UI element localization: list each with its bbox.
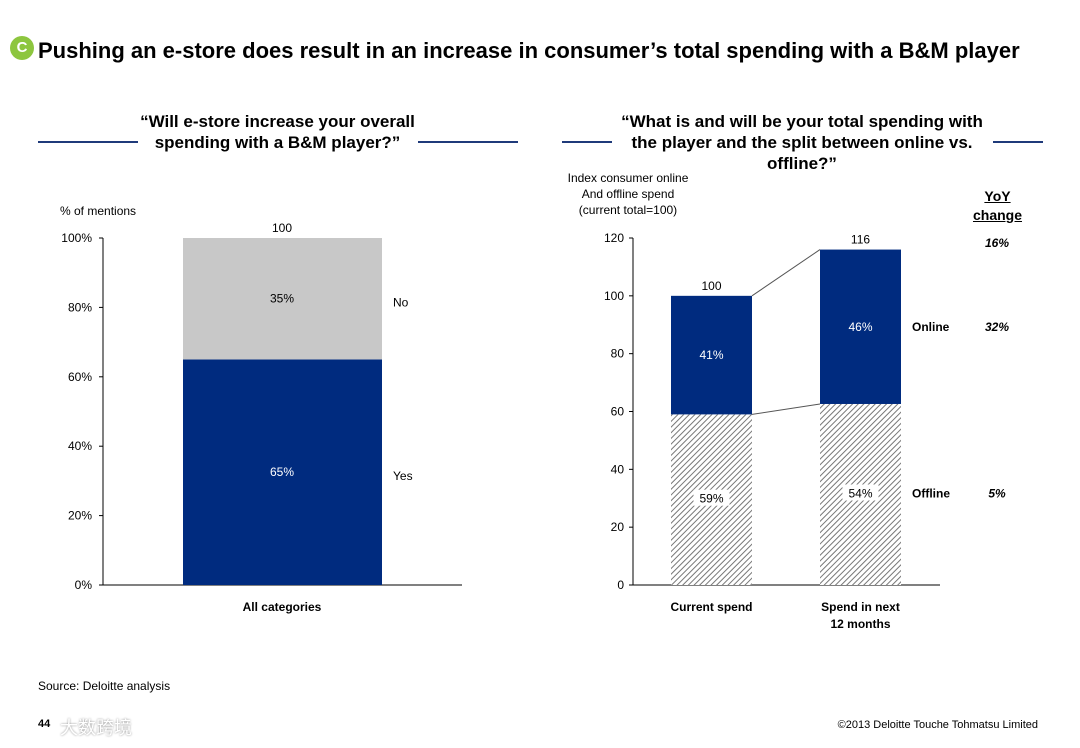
- y-tick-label: 80%: [68, 300, 92, 314]
- slide-title: Pushing an e-store does result in an inc…: [38, 38, 1020, 63]
- connector-line: [751, 403, 821, 415]
- y-tick-label: 120: [604, 231, 624, 245]
- data-label-online: 41%: [699, 348, 723, 362]
- right-chart-title: “What is and will be your total spending…: [621, 112, 983, 173]
- x-category-label: 12 months: [830, 617, 890, 631]
- y-tick-label: 0: [617, 578, 624, 592]
- data-label-yes: 65%: [270, 465, 294, 479]
- data-label-online: 46%: [848, 320, 872, 334]
- data-label-offline: 54%: [848, 486, 872, 500]
- x-category-label: All categories: [243, 600, 322, 614]
- divider: [993, 141, 1043, 143]
- y-tick-label: 60: [611, 405, 625, 419]
- total-label: 100: [701, 279, 721, 293]
- yoy-offline: 5%: [988, 486, 1006, 500]
- source-note: Source: Deloitte analysis: [38, 679, 171, 693]
- y-tick-label: 20: [611, 520, 625, 534]
- y-tick-label: 0%: [75, 578, 93, 592]
- y-tick-label: 60%: [68, 370, 92, 384]
- data-label-no: 35%: [270, 292, 294, 306]
- legend-yes: Yes: [393, 469, 413, 483]
- y-tick-label: 20%: [68, 509, 92, 523]
- legend-online: Online: [912, 320, 950, 334]
- total-label: 100: [272, 221, 292, 235]
- yoy-total: 16%: [985, 236, 1009, 250]
- yoy-header: YoY change: [960, 187, 1035, 225]
- y-label-line: And offline spend: [581, 187, 675, 201]
- y-tick-label: 80: [611, 347, 625, 361]
- y-tick-label: 100: [604, 289, 624, 303]
- x-category-label: Spend in next: [821, 600, 900, 614]
- divider: [418, 141, 518, 143]
- left-y-label: % of mentions: [60, 204, 137, 218]
- legend-no: No: [393, 296, 409, 310]
- y-label-line: (current total=100): [578, 203, 678, 217]
- yoy-header-line: change: [972, 207, 1022, 223]
- data-label-bg: [842, 484, 879, 501]
- data-label-offline: 59%: [699, 492, 723, 506]
- left-chart-title: “Will e-store increase your overall spen…: [140, 112, 415, 152]
- total-label: 116: [851, 233, 870, 247]
- right-y-label: Index consumer online And offline spend …: [548, 170, 708, 218]
- y-tick-label: 100%: [61, 231, 92, 245]
- watermark: 大数跨境: [60, 718, 132, 738]
- section-badge: C: [10, 36, 34, 60]
- divider: [562, 141, 612, 143]
- yoy-header-line: YoY: [984, 188, 1011, 204]
- bar-online: [820, 249, 901, 404]
- y-tick-label: 40%: [68, 439, 92, 453]
- data-label-bg: [693, 489, 730, 506]
- bar-yes: [183, 359, 382, 585]
- page-number: 44: [38, 718, 51, 730]
- x-category-label: Current spend: [670, 600, 752, 614]
- connector-line: [751, 249, 821, 297]
- copyright: ©2013 Deloitte Touche Tohmatsu Limited: [837, 719, 1038, 731]
- legend-offline: Offline: [912, 486, 950, 500]
- y-tick-label: 40: [611, 462, 625, 476]
- y-label-line: Index consumer online: [567, 171, 689, 185]
- divider: [38, 141, 138, 143]
- bar-no: [183, 238, 382, 360]
- bar-online: [671, 295, 752, 415]
- yoy-online: 32%: [985, 320, 1009, 334]
